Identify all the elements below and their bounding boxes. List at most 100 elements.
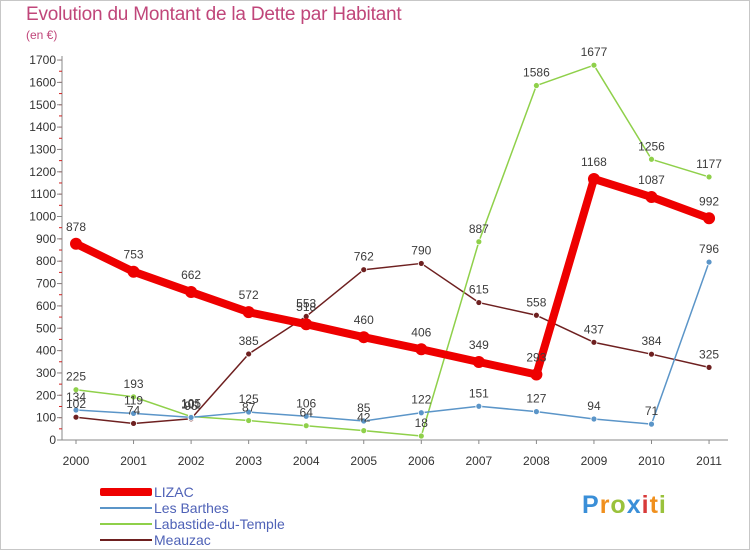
logo-letter: i — [658, 491, 667, 519]
y-tick-label: 1700 — [29, 53, 56, 67]
data-label-labastide-du-temple: 1586 — [523, 66, 550, 80]
chart-legend: LIZAC Les Barthes Labastide-du-Temple Meauz… — [100, 484, 285, 548]
data-label-labastide-du-temple: 1177 — [696, 157, 722, 171]
data-point-meauzac — [130, 420, 137, 427]
data-label-les-barthes: 151 — [469, 386, 489, 400]
legend-label: Meauzac — [154, 532, 211, 548]
data-point-meauzac — [417, 260, 425, 267]
data-point-les-barthes — [130, 410, 137, 417]
data-label-meauzac: 553 — [296, 296, 316, 310]
data-label-meauzac: 437 — [584, 322, 604, 336]
data-label-meauzac: 615 — [469, 283, 489, 297]
x-tick-label: 2006 — [408, 454, 435, 468]
data-point-meauzac — [648, 350, 655, 358]
data-point-lizac — [530, 368, 543, 381]
data-label-labastide-du-temple: 87 — [242, 401, 256, 415]
y-tick-label: 0 — [49, 433, 56, 447]
data-point-labastide-du-temple — [245, 417, 253, 424]
data-label-labastide-du-temple: 64 — [300, 406, 314, 420]
data-point-meauzac — [360, 266, 368, 274]
data-label-lizac: 753 — [124, 248, 144, 262]
logo-letter: i — [641, 491, 650, 519]
y-tick-label: 100 — [36, 411, 56, 425]
data-point-labastide-du-temple — [475, 238, 483, 246]
data-label-lizac: 662 — [181, 268, 201, 282]
x-tick-label: 2001 — [120, 454, 147, 468]
data-point-meauzac — [590, 338, 598, 346]
data-label-meauzac: 74 — [127, 403, 141, 417]
series-labastide-du-temple — [72, 61, 713, 440]
data-point-les-barthes — [533, 408, 540, 416]
data-point-meauzac — [705, 363, 713, 371]
legend-label: Labastide-du-Temple — [154, 516, 285, 532]
data-label-labastide-du-temple: 105 — [181, 397, 201, 411]
data-point-les-barthes — [360, 417, 368, 425]
data-point-labastide-du-temple — [417, 432, 425, 440]
data-point-les-barthes — [648, 420, 655, 428]
y-tick-label: 1500 — [29, 98, 56, 112]
data-point-lizac — [70, 237, 82, 250]
data-label-labastide-du-temple: 225 — [66, 370, 86, 384]
data-label-lizac: 878 — [66, 220, 86, 234]
legend-item-labastide-du-temple: Labastide-du-Temple — [100, 516, 285, 532]
data-label-les-barthes: 134 — [66, 390, 86, 404]
data-label-lizac: 992 — [699, 194, 719, 208]
data-label-lizac: 406 — [411, 325, 431, 339]
data-point-labastide-du-temple — [302, 422, 310, 430]
data-point-meauzac — [533, 311, 540, 319]
y-tick-label: 500 — [36, 321, 56, 335]
y-tick-label: 1400 — [29, 120, 56, 134]
series-line-les-barthes — [75, 261, 710, 425]
data-point-les-barthes — [705, 258, 713, 266]
data-point-lizac — [357, 331, 370, 344]
data-label-labastide-du-temple: 18 — [415, 416, 429, 430]
data-point-labastide-du-temple — [533, 82, 540, 89]
data-label-les-barthes: 101 — [181, 397, 201, 411]
data-label-labastide-du-temple: 887 — [469, 222, 489, 236]
data-point-labastide-du-temple — [130, 393, 137, 401]
x-tick-label: 2009 — [581, 454, 608, 468]
data-label-meauzac: 384 — [641, 334, 661, 348]
data-labels-layer: 102 74 95 385 553 762 790 615 558 437 384 325 225 193… — [66, 45, 722, 430]
data-label-les-barthes: 71 — [645, 404, 659, 418]
data-label-les-barthes: 127 — [526, 392, 546, 406]
data-point-les-barthes — [245, 408, 253, 416]
data-label-labastide-du-temple: 1256 — [638, 139, 665, 153]
data-point-labastide-du-temple — [590, 61, 598, 69]
data-label-labastide-du-temple: 1677 — [581, 45, 608, 59]
legend-label: LIZAC — [154, 484, 194, 500]
data-label-les-barthes: 122 — [411, 393, 431, 407]
data-label-lizac: 518 — [296, 300, 316, 314]
data-label-lizac: 1168 — [581, 155, 607, 169]
chart-axes: 0 100 200 300 400 500 600 700 800 900 1000 1100 1200… — [29, 53, 728, 468]
x-tick-label: 2008 — [523, 454, 550, 468]
legend-swatch — [100, 523, 152, 525]
legend-item-les-barthes: Les Barthes — [100, 500, 285, 516]
data-point-labastide-du-temple — [705, 173, 713, 181]
data-point-les-barthes — [590, 415, 598, 423]
data-label-lizac: 460 — [354, 313, 374, 327]
x-tick-label: 2002 — [178, 454, 205, 468]
data-point-lizac — [472, 355, 485, 368]
logo-letter: r — [599, 491, 611, 519]
data-label-les-barthes: 94 — [587, 399, 601, 413]
y-tick-label: 1200 — [29, 165, 56, 179]
series-lizac — [70, 172, 716, 381]
y-tick-label: 600 — [36, 299, 56, 313]
x-tick-label: 2005 — [350, 454, 377, 468]
x-tick-label: 2010 — [638, 454, 665, 468]
data-point-lizac — [587, 172, 600, 185]
data-point-lizac — [300, 318, 313, 331]
data-point-lizac — [242, 306, 255, 319]
y-tick-label: 1100 — [30, 187, 56, 201]
data-label-les-barthes: 119 — [124, 393, 143, 407]
logo-letter: o — [610, 491, 627, 519]
data-point-les-barthes — [302, 412, 310, 420]
data-point-meauzac — [72, 413, 80, 421]
x-tick-label: 2004 — [293, 454, 320, 468]
data-label-les-barthes: 125 — [239, 392, 259, 406]
data-label-lizac: 349 — [469, 338, 489, 352]
series-line-lizac — [72, 174, 714, 379]
